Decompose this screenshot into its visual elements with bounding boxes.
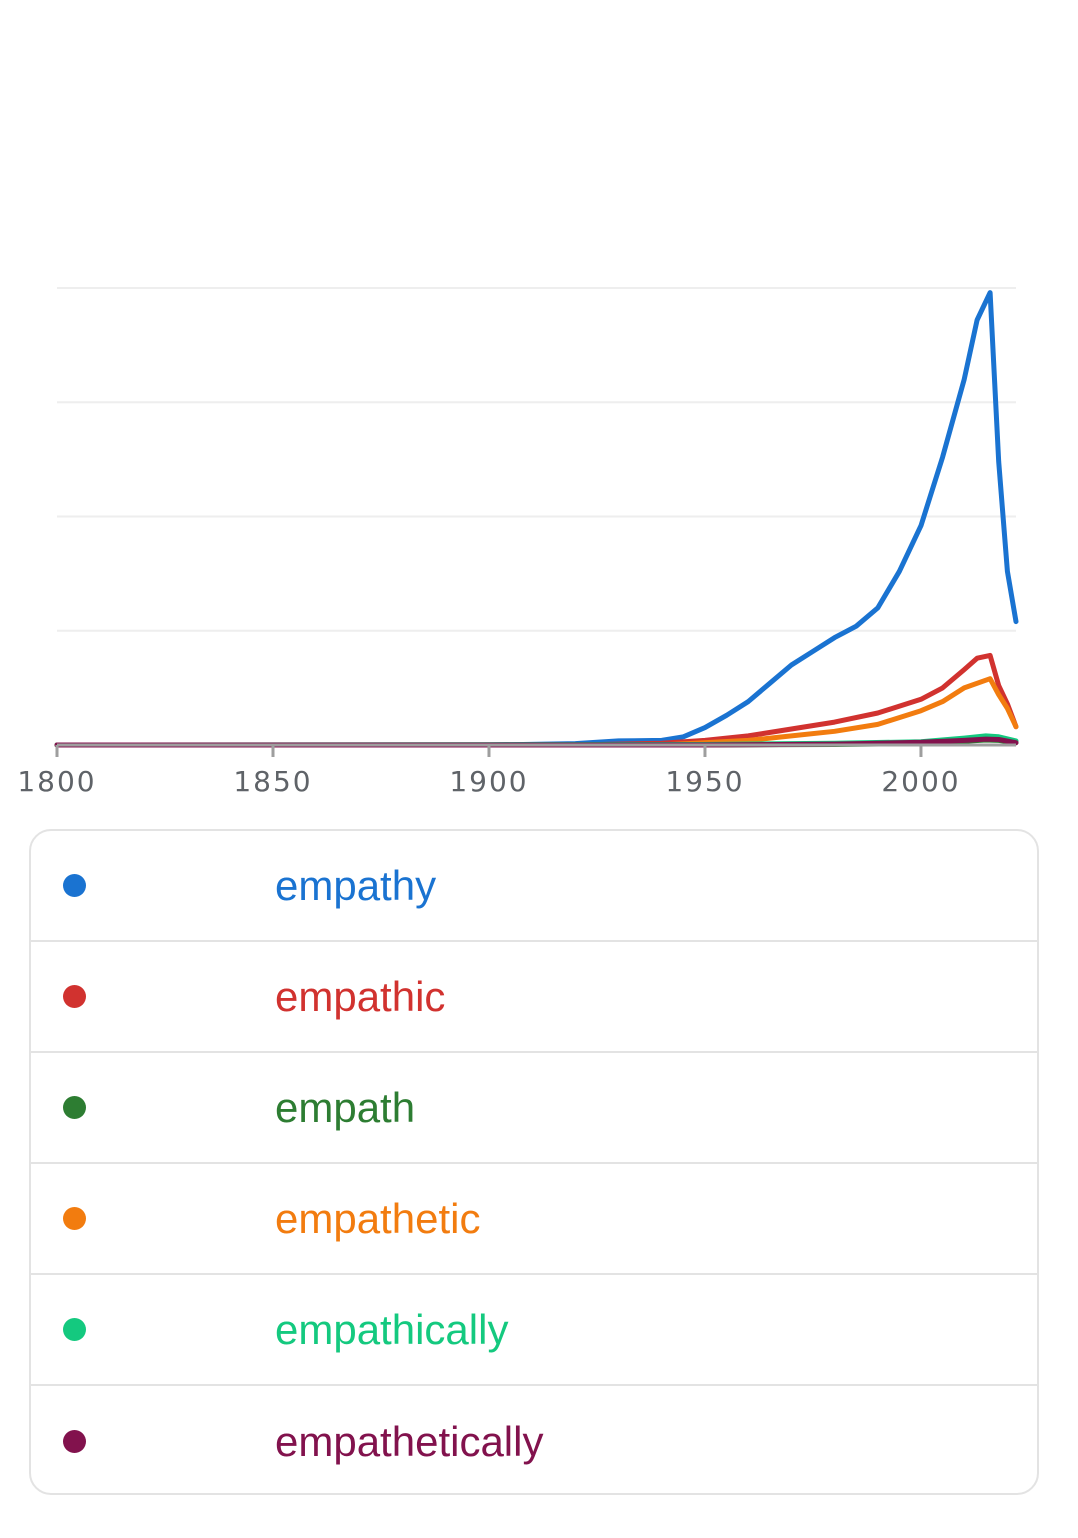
legend-label: empathy bbox=[275, 861, 437, 909]
series-lines bbox=[54, 290, 1019, 748]
legend-item-empathy[interactable]: empathy bbox=[31, 831, 1037, 942]
x-tick-label: 2000 bbox=[881, 765, 960, 798]
legend-item-empath[interactable]: empath bbox=[31, 1053, 1037, 1164]
x-axis: 1800 1850 1900 1950 2000 bbox=[17, 743, 1016, 798]
series-line-empathy bbox=[54, 290, 1019, 748]
legend-dot bbox=[63, 1207, 86, 1230]
legend-label: empathically bbox=[275, 1305, 509, 1353]
legend-dot bbox=[63, 874, 86, 897]
legend-dot bbox=[63, 1318, 86, 1341]
legend-label: empathetic bbox=[275, 1194, 481, 1242]
legend-dot bbox=[63, 1430, 86, 1453]
x-tick-label: 1850 bbox=[233, 765, 312, 798]
legend-dot bbox=[63, 985, 86, 1008]
legend: empathy empathic empath empathetic empat… bbox=[29, 829, 1039, 1495]
series-line-empathetic bbox=[54, 676, 1019, 748]
x-tick-label: 1950 bbox=[665, 765, 744, 798]
legend-item-empathically[interactable]: empathically bbox=[31, 1275, 1037, 1386]
legend-label: empathic bbox=[275, 972, 446, 1020]
legend-dot bbox=[63, 1096, 86, 1119]
gridlines bbox=[57, 287, 1016, 632]
legend-item-empathetically[interactable]: empathetically bbox=[31, 1386, 1037, 1493]
x-tick-label: 1900 bbox=[449, 765, 528, 798]
ngram-chart: 1800 1850 1900 1950 2000 bbox=[17, 287, 1019, 798]
legend-label: empath bbox=[275, 1083, 416, 1131]
legend-item-empathic[interactable]: empathic bbox=[31, 942, 1037, 1053]
x-tick-label: 1800 bbox=[17, 765, 96, 798]
legend-label: empathetically bbox=[275, 1417, 544, 1465]
series-line-empathic bbox=[54, 652, 1019, 748]
legend-item-empathetic[interactable]: empathetic bbox=[31, 1164, 1037, 1275]
